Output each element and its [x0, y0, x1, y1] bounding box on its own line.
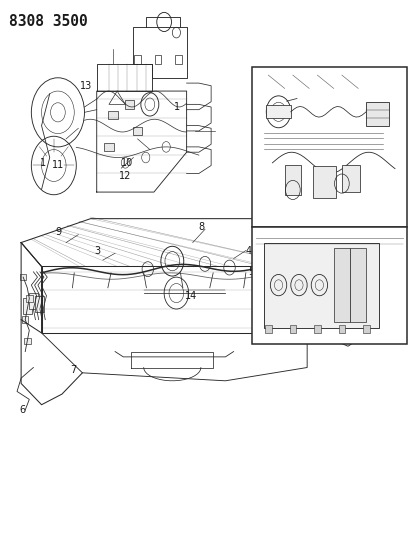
Bar: [108, 111, 118, 119]
Text: 10: 10: [121, 158, 133, 168]
Text: 17: 17: [392, 86, 405, 96]
Bar: [252, 227, 406, 344]
Text: 20: 20: [357, 317, 370, 327]
Text: 15: 15: [257, 86, 270, 96]
Text: 7: 7: [70, 365, 76, 375]
Text: 4: 4: [245, 246, 252, 255]
Text: 1: 1: [39, 158, 45, 168]
Bar: [349, 248, 366, 322]
Bar: [312, 166, 335, 198]
Bar: [35, 296, 44, 312]
Bar: [313, 325, 320, 333]
Bar: [265, 106, 290, 118]
Bar: [20, 274, 26, 280]
Bar: [154, 55, 161, 64]
Bar: [23, 298, 32, 314]
Text: 11: 11: [52, 160, 64, 171]
Bar: [133, 127, 142, 135]
Bar: [175, 55, 181, 64]
Text: 5: 5: [247, 267, 254, 277]
Bar: [265, 325, 271, 333]
Bar: [124, 100, 134, 109]
Text: 3: 3: [94, 246, 101, 255]
Bar: [362, 325, 369, 333]
Text: 8: 8: [198, 222, 204, 232]
Text: 6: 6: [19, 405, 25, 415]
Text: 19: 19: [258, 198, 270, 208]
Text: 1: 1: [174, 102, 180, 112]
Bar: [22, 317, 28, 323]
Text: 16: 16: [374, 155, 386, 165]
Bar: [319, 256, 351, 282]
Text: 14: 14: [184, 290, 196, 301]
Bar: [134, 55, 141, 64]
Text: 18: 18: [310, 198, 323, 208]
Text: 12: 12: [119, 171, 131, 181]
Text: 13: 13: [80, 81, 92, 91]
Bar: [26, 295, 32, 302]
Bar: [284, 165, 300, 195]
Bar: [252, 67, 406, 227]
Bar: [333, 248, 349, 322]
Bar: [366, 102, 388, 126]
Bar: [264, 243, 378, 328]
Text: 2: 2: [357, 256, 364, 266]
Text: 9: 9: [56, 227, 62, 237]
Bar: [289, 325, 295, 333]
Bar: [104, 143, 114, 151]
Bar: [338, 325, 344, 333]
Text: 8308 3500: 8308 3500: [9, 14, 88, 29]
Bar: [29, 293, 38, 309]
Bar: [24, 338, 30, 344]
Bar: [341, 165, 360, 191]
